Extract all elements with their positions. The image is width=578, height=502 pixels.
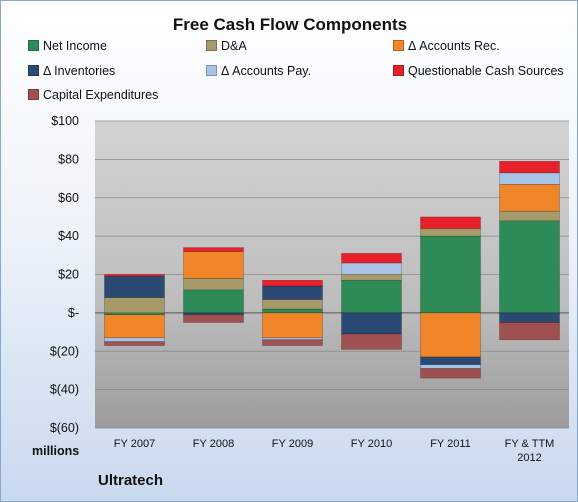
x-tick-label: FY 2010	[351, 438, 392, 450]
bar-segment	[104, 276, 165, 298]
bar-segment	[499, 210, 560, 222]
bar-segment	[262, 312, 323, 339]
bar-segment	[499, 172, 560, 185]
y-tick-label: $100	[51, 114, 79, 128]
legend-accounts-pay: Δ Accounts Pay.	[206, 64, 311, 78]
legend-swatch-da	[206, 40, 217, 51]
bar-segment	[262, 279, 323, 287]
bar-segment	[183, 251, 244, 279]
units-label: millions	[32, 444, 80, 458]
bar-segment	[104, 297, 165, 314]
bar-segment	[104, 337, 165, 342]
y-tick-label: $(60)	[50, 421, 79, 435]
y-tick-label: $(20)	[50, 344, 79, 358]
brand-label: Ultratech	[98, 472, 164, 489]
legend-capex: Capital Expenditures	[28, 88, 158, 102]
x-tick-label: FY 2007	[114, 438, 155, 450]
chart-title: Free Cash Flow Components	[172, 15, 408, 34]
y-tick-label: $60	[58, 191, 79, 205]
bar-segment	[420, 368, 481, 379]
bar-segment	[499, 184, 560, 212]
legend-label-accounts-pay: Δ Accounts Pay.	[221, 64, 312, 78]
bar-segment	[183, 278, 244, 291]
y-tick-label: $(40)	[50, 383, 79, 397]
bar-segment	[104, 274, 165, 277]
legend-label-capex: Capital Expenditures	[43, 88, 159, 102]
legend-swatch-capex	[28, 89, 39, 100]
x-tick-label: FY 2009	[272, 438, 313, 450]
x-tick-label: FY 2008	[193, 438, 234, 450]
x-tick-label: FY 2011	[430, 438, 471, 450]
bar-segment	[499, 160, 560, 174]
bar-segment	[499, 312, 560, 323]
bar-segment	[420, 235, 481, 314]
bar-segment	[420, 364, 481, 369]
bar-segment	[262, 285, 323, 300]
bar-segment	[420, 356, 481, 365]
legend-accounts-rec: Δ Accounts Rec.	[393, 39, 500, 53]
bar-segment	[104, 341, 165, 346]
bar-segment	[183, 247, 244, 252]
bar-segment	[499, 322, 560, 341]
bar-segment	[420, 216, 481, 229]
y-tick-label: $40	[58, 229, 79, 243]
bar-segment	[341, 279, 402, 314]
legend-swatch-accounts-rec	[393, 40, 404, 51]
legend-label-accounts-rec: Δ Accounts Rec.	[408, 39, 500, 53]
legend-swatch-questionable	[393, 65, 404, 76]
y-tick-label: $80	[58, 152, 79, 166]
legend-label-inventories: Δ Inventories	[43, 64, 116, 78]
bar-segment	[262, 339, 323, 346]
x-tick-label: 2012	[517, 452, 541, 464]
legend-questionable: Questionable Cash Sources	[393, 64, 564, 78]
legend-da: D&A	[206, 39, 247, 53]
bar-segment	[341, 274, 402, 281]
legend-label-net-income: Net Income	[43, 39, 107, 53]
bar-segment	[341, 333, 402, 350]
legend-label-questionable: Questionable Cash Sources	[408, 64, 564, 78]
legend-label-da: D&A	[221, 39, 247, 53]
legend-net-income: Net Income	[28, 39, 107, 53]
bar-segment	[341, 262, 402, 275]
legend-swatch-net-income	[28, 40, 39, 51]
bar-segment	[183, 314, 244, 323]
bar-segment	[104, 314, 165, 339]
legend-swatch-accounts-pay	[206, 65, 217, 76]
y-tick-label: $20	[58, 268, 79, 282]
x-tick-label: FY & TTM	[505, 438, 555, 450]
bar-segment	[262, 308, 323, 314]
legend-swatch-inventories	[28, 65, 39, 76]
legend-inventories: Δ Inventories	[28, 64, 115, 78]
bar-segment	[420, 312, 481, 358]
bar-segment	[183, 289, 244, 314]
bar-segment	[262, 299, 323, 310]
bar-segment	[341, 253, 402, 264]
bar-segment	[499, 220, 560, 314]
bar-segment	[341, 312, 402, 335]
bar-segment	[420, 228, 481, 237]
y-tick-label: $-	[68, 306, 79, 320]
